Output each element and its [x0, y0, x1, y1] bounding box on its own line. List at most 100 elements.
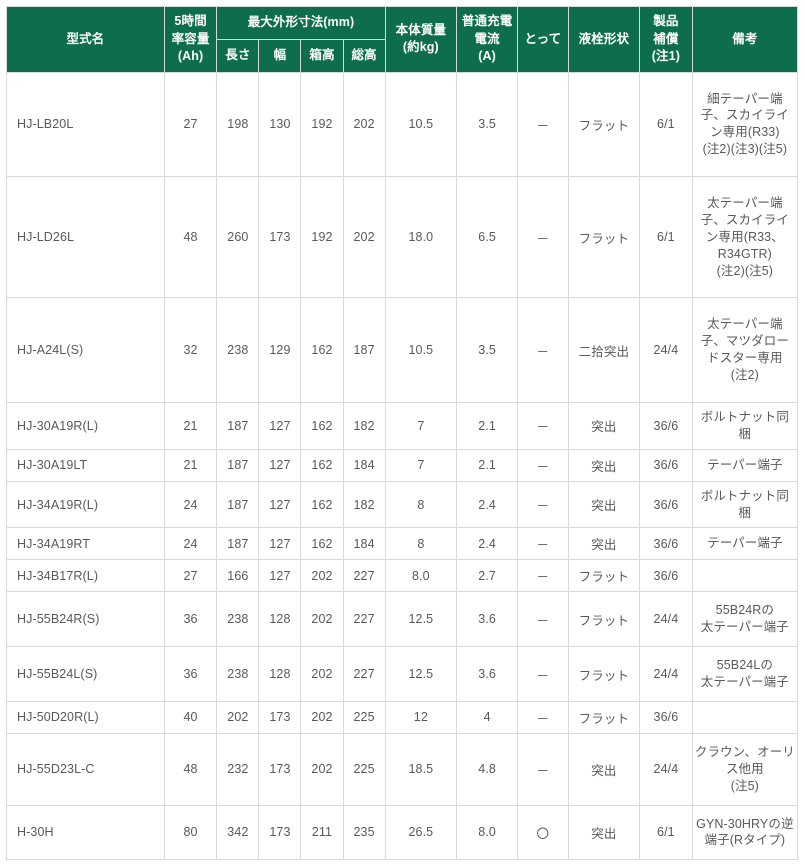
cell-plug: 二拾突出 — [568, 298, 640, 403]
cell-model: HJ-34B17R(L) — [7, 560, 165, 592]
cell-cap: 32 — [164, 298, 217, 403]
col-box-height: 箱高 — [301, 39, 343, 72]
col-current: 普通充電電流(A) — [457, 7, 518, 73]
cell-mass: 26.5 — [385, 805, 457, 860]
cell-model: HJ-A24L(S) — [7, 298, 165, 403]
cell-war: 36/6 — [640, 402, 693, 449]
cell-war: 24/4 — [640, 298, 693, 403]
cell-l: 166 — [217, 560, 259, 592]
cell-bh: 162 — [301, 481, 343, 528]
cell-rem — [692, 701, 797, 733]
cell-h: － — [518, 701, 568, 733]
cell-war: 36/6 — [640, 701, 693, 733]
cell-war: 36/6 — [640, 560, 693, 592]
cell-cap: 80 — [164, 805, 217, 860]
cell-plug: フラット — [568, 647, 640, 702]
cell-mass: 12.5 — [385, 592, 457, 647]
table-row: HJ-55D23L-C4823217320222518.54.8－突出24/4ク… — [7, 733, 798, 805]
cell-l: 202 — [217, 701, 259, 733]
col-length: 長さ — [217, 39, 259, 72]
col-mass: 本体質量(約kg) — [385, 7, 457, 73]
cell-l: 187 — [217, 528, 259, 560]
cell-h: － — [518, 402, 568, 449]
cell-th: 187 — [343, 298, 385, 403]
cell-plug: フラット — [568, 177, 640, 298]
col-warranty: 製品補償(注1) — [640, 7, 693, 73]
cell-h: － — [518, 528, 568, 560]
cell-war: 24/4 — [640, 733, 693, 805]
cell-mass: 8.0 — [385, 560, 457, 592]
cell-plug: 突出 — [568, 449, 640, 481]
cell-model: HJ-LD26L — [7, 177, 165, 298]
cell-bh: 202 — [301, 733, 343, 805]
cell-h: － — [518, 177, 568, 298]
cell-war: 36/6 — [640, 449, 693, 481]
cell-th: 227 — [343, 560, 385, 592]
table-row: HJ-55B24L(S)3623812820222712.53.6－フラット24… — [7, 647, 798, 702]
cell-l: 187 — [217, 402, 259, 449]
cell-w: 127 — [259, 449, 301, 481]
cell-cap: 24 — [164, 528, 217, 560]
cell-w: 128 — [259, 592, 301, 647]
cell-th: 184 — [343, 528, 385, 560]
cell-l: 260 — [217, 177, 259, 298]
cell-rem: ボルトナット同梱 — [692, 481, 797, 528]
cell-cap: 21 — [164, 449, 217, 481]
table-header: 型式名 5時間率容量(Ah) 最大外形寸法(mm) 本体質量(約kg) 普通充電… — [7, 7, 798, 73]
cell-h: － — [518, 72, 568, 177]
cell-plug: フラット — [568, 72, 640, 177]
cell-th: 227 — [343, 592, 385, 647]
col-width: 幅 — [259, 39, 301, 72]
cell-cur: 4.8 — [457, 733, 518, 805]
cell-w: 173 — [259, 177, 301, 298]
col-capacity: 5時間率容量(Ah) — [164, 7, 217, 73]
cell-w: 127 — [259, 481, 301, 528]
table-row: HJ-34A19RT2418712716218482.4－突出36/6テーパー端… — [7, 528, 798, 560]
cell-th: 184 — [343, 449, 385, 481]
cell-mass: 7 — [385, 449, 457, 481]
table-row: HJ-34A19R(L)2418712716218282.4－突出36/6ボルト… — [7, 481, 798, 528]
cell-war: 24/4 — [640, 647, 693, 702]
cell-w: 173 — [259, 805, 301, 860]
cell-bh: 192 — [301, 177, 343, 298]
cell-rem: GYN-30HRYの逆端子(Rタイプ) — [692, 805, 797, 860]
cell-l: 238 — [217, 298, 259, 403]
cell-cur: 8.0 — [457, 805, 518, 860]
cell-war: 24/4 — [640, 592, 693, 647]
cell-cur: 3.5 — [457, 298, 518, 403]
cell-cur: 2.1 — [457, 402, 518, 449]
col-total-height: 総高 — [343, 39, 385, 72]
cell-war: 6/1 — [640, 177, 693, 298]
cell-cap: 48 — [164, 177, 217, 298]
cell-cap: 21 — [164, 402, 217, 449]
cell-model: HJ-30A19LT — [7, 449, 165, 481]
cell-h: － — [518, 592, 568, 647]
cell-cap: 24 — [164, 481, 217, 528]
cell-mass: 10.5 — [385, 298, 457, 403]
cell-rem: テーパー端子 — [692, 528, 797, 560]
cell-plug: 突出 — [568, 402, 640, 449]
col-handle: とって — [518, 7, 568, 73]
cell-cap: 36 — [164, 647, 217, 702]
cell-mass: 12 — [385, 701, 457, 733]
cell-rem: テーパー端子 — [692, 449, 797, 481]
cell-model: HJ-55B24L(S) — [7, 647, 165, 702]
cell-bh: 162 — [301, 298, 343, 403]
cell-h: － — [518, 298, 568, 403]
cell-th: 227 — [343, 647, 385, 702]
cell-th: 225 — [343, 701, 385, 733]
col-dimensions: 最大外形寸法(mm) — [217, 7, 385, 40]
cell-model: HJ-30A19R(L) — [7, 402, 165, 449]
cell-bh: 162 — [301, 402, 343, 449]
col-model: 型式名 — [7, 7, 165, 73]
cell-h: － — [518, 560, 568, 592]
cell-cap: 27 — [164, 560, 217, 592]
cell-rem: 細テーパー端子、スカイライン専用(R33)(注2)(注3)(注5) — [692, 72, 797, 177]
cell-cur: 2.1 — [457, 449, 518, 481]
cell-mass: 10.5 — [385, 72, 457, 177]
cell-l: 342 — [217, 805, 259, 860]
cell-l: 232 — [217, 733, 259, 805]
cell-war: 6/1 — [640, 805, 693, 860]
cell-model: HJ-50D20R(L) — [7, 701, 165, 733]
cell-l: 187 — [217, 481, 259, 528]
